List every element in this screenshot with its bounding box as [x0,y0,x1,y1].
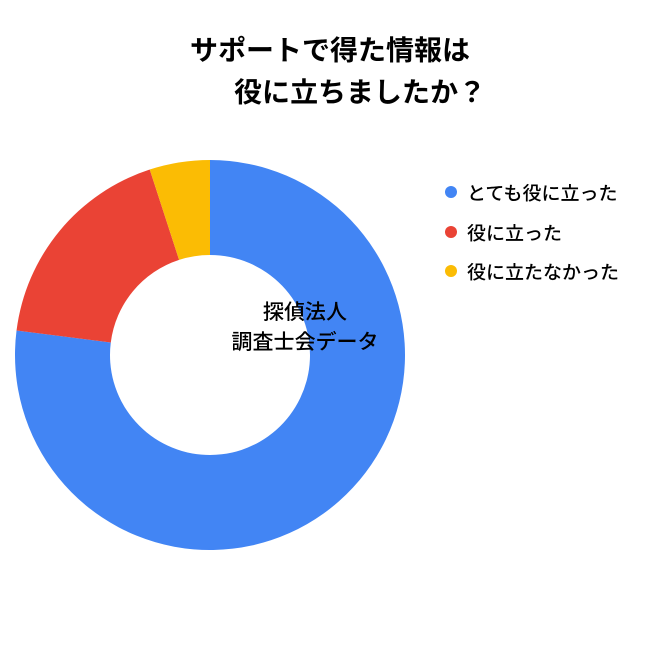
chart-center-label: 探偵法人 調査士会データ [200,296,410,357]
donut-slice-1 [17,170,180,343]
legend-marker-2 [445,265,457,277]
chart-title-line2: 役に立ちましたか？ [0,70,660,112]
legend-label-1: 役に立った [467,220,562,246]
legend-item-0: とても役に立った [445,180,645,206]
legend-label-0: とても役に立った [467,180,617,206]
chart-legend: とても役に立った役に立った役に立たなかった [445,180,645,299]
center-label-line2: 調査士会データ [232,326,379,356]
chart-title-line1: サポートで得た情報は [0,28,660,70]
legend-marker-1 [445,226,457,238]
legend-label-2: 役に立たなかった [467,259,619,285]
center-label-line1: 探偵法人 [263,296,347,326]
legend-marker-0 [445,186,457,198]
chart-title: サポートで得た情報は 役に立ちましたか？ [0,28,660,112]
legend-item-2: 役に立たなかった [445,259,645,285]
legend-item-1: 役に立った [445,220,645,246]
